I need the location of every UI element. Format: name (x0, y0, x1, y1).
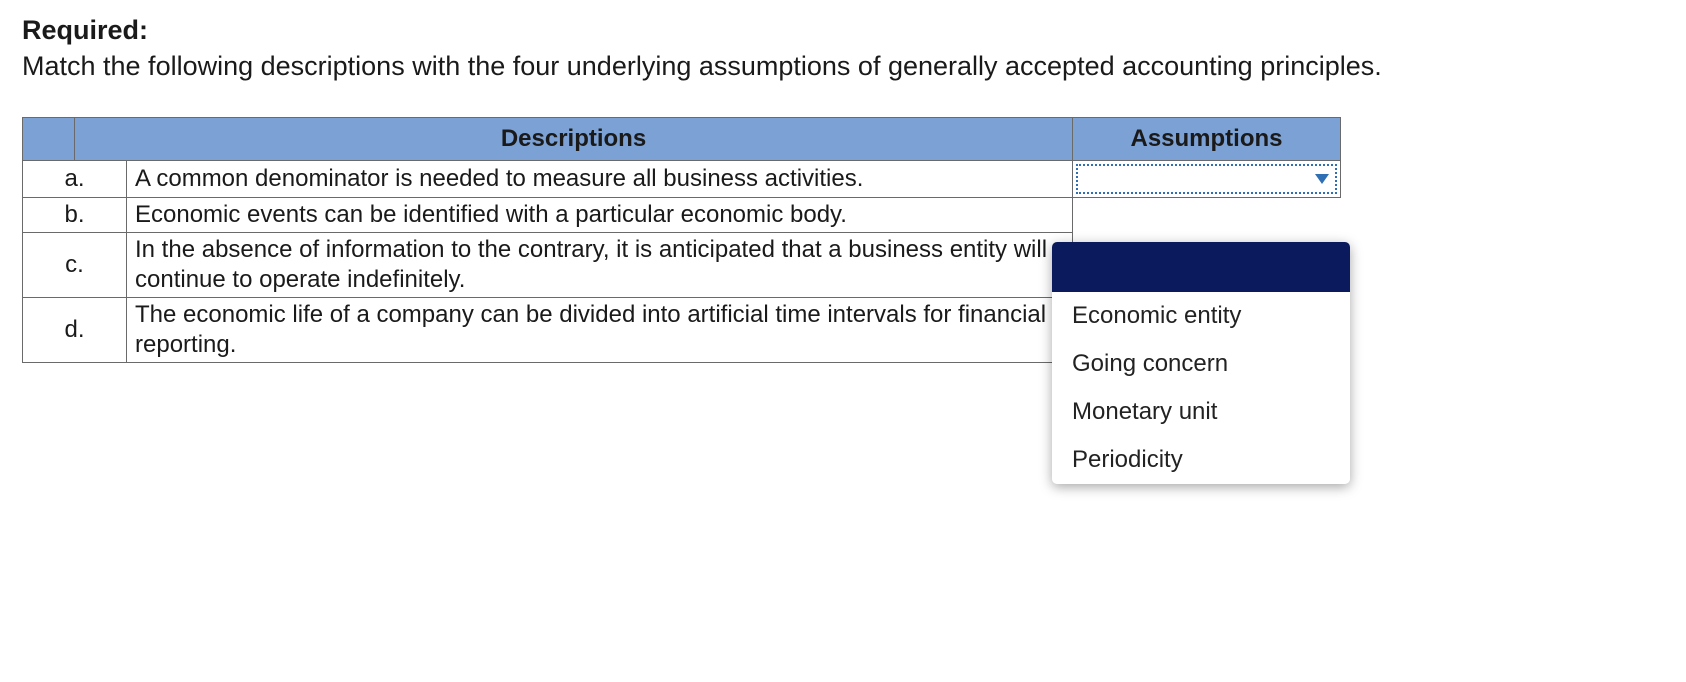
row-letter: c. (23, 232, 127, 297)
chevron-down-icon[interactable] (1309, 166, 1335, 192)
table-row: b. Economic events can be identified wit… (23, 197, 1341, 232)
dropdown-popover[interactable]: Economic entity Going concern Monetary u… (1052, 242, 1350, 484)
header-descriptions: Descriptions (75, 117, 1073, 160)
row-letter: d. (23, 297, 127, 362)
question-heading: Required: Match the following descriptio… (22, 12, 1664, 85)
popover-tip-icon (1088, 242, 1106, 243)
header-assumptions: Assumptions (1073, 117, 1341, 160)
dropdown-option[interactable]: Going concern (1052, 340, 1350, 388)
dropdown-option[interactable]: Periodicity (1052, 436, 1350, 484)
row-description: Economic events can be identified with a… (127, 197, 1073, 232)
header-spacer (23, 117, 75, 160)
heading-label: Required: (22, 15, 148, 45)
answer-selected-value (1078, 166, 1309, 192)
dropdown-option[interactable]: Economic entity (1052, 292, 1350, 340)
answer-cell[interactable] (1073, 197, 1341, 232)
table-row: a. A common denominator is needed to mea… (23, 160, 1341, 197)
answer-dropdown-cell[interactable] (1073, 160, 1341, 197)
row-description: In the absence of information to the con… (127, 232, 1073, 297)
table-header-row: Descriptions Assumptions (23, 117, 1341, 160)
dropdown-option[interactable]: Monetary unit (1052, 388, 1350, 436)
row-letter: a. (23, 160, 127, 197)
row-description: The economic life of a company can be di… (127, 297, 1073, 362)
heading-instruction: Match the following descriptions with th… (22, 51, 1382, 81)
row-description: A common denominator is needed to measur… (127, 160, 1073, 197)
row-letter: b. (23, 197, 127, 232)
dropdown-option-blank[interactable] (1052, 242, 1350, 292)
